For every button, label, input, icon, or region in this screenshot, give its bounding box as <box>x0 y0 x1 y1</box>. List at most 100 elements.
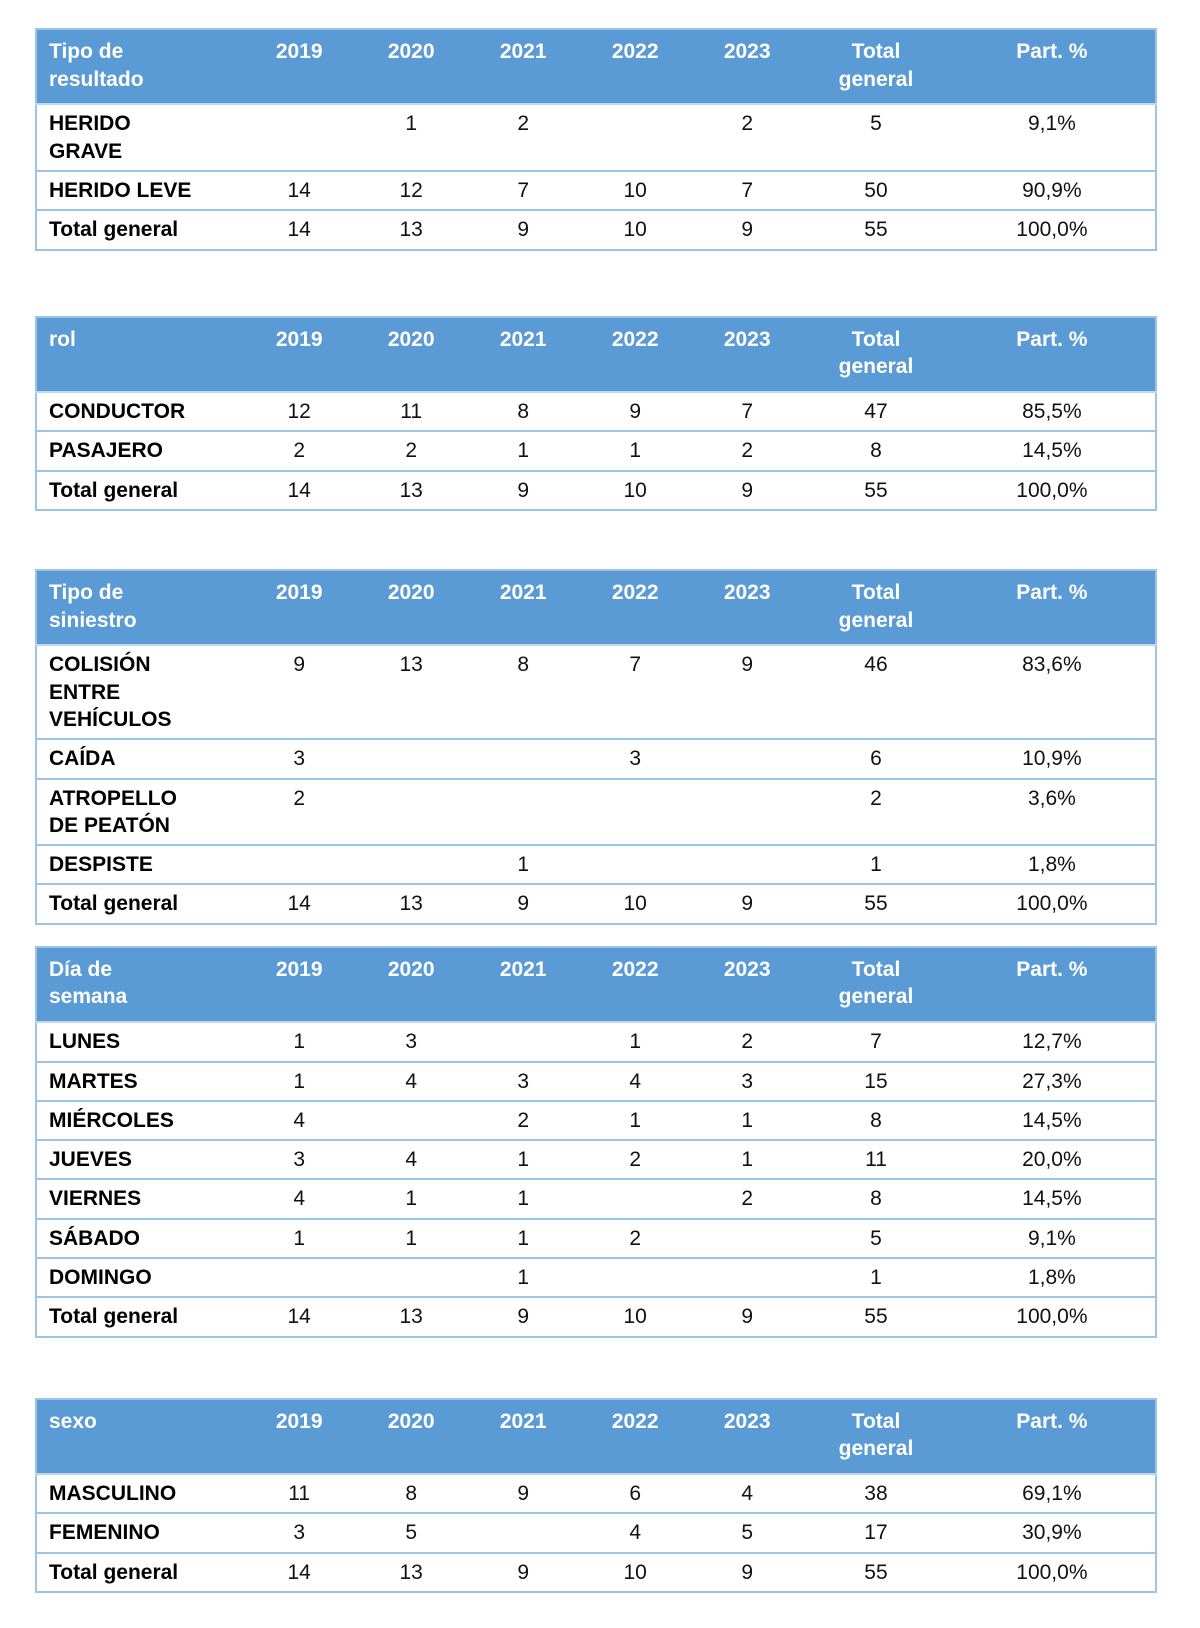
column-header: Part. % <box>948 1398 1156 1475</box>
value-cell: 9 <box>467 209 580 250</box>
value-cell: 1 <box>467 1217 580 1258</box>
column-header: 2023 <box>691 946 804 1023</box>
pivot-table-rol: rol 2019 2020 2021 2022 2023 Total general Part… <box>35 315 1157 511</box>
value-cell: 55 <box>803 209 949 250</box>
value-cell: 4 <box>243 1099 356 1141</box>
column-header: Part. % <box>948 29 1156 105</box>
row-label: CONDUCTOR <box>36 391 244 432</box>
percent-cell: 27,3% <box>948 1060 1156 1101</box>
table-title-header: Día de semana <box>36 946 244 1023</box>
table-row: CONDUCTOR 12 11 8 9 7 47 85,5% <box>36 391 1156 432</box>
row-label: DESPISTE <box>36 844 244 885</box>
percent-cell: 100,0% <box>948 1296 1156 1337</box>
value-cell: 8 <box>803 1099 949 1141</box>
value-cell: 1 <box>355 103 468 172</box>
column-header: 2022 <box>579 946 692 1023</box>
value-cell <box>691 1256 804 1298</box>
column-header: 2020 <box>355 569 468 646</box>
column-header: 2019 <box>243 316 356 393</box>
column-header: 2019 <box>243 1398 356 1475</box>
table-row: LUNES 1 3 1 2 7 12,7% <box>36 1021 1156 1062</box>
header-row: sexo 2019 2020 2021 2022 2023 Total general Par… <box>36 1398 1156 1475</box>
value-cell <box>355 777 468 846</box>
table-row: MIÉRCOLES 4 2 1 1 8 14,5% <box>36 1099 1156 1141</box>
document-page: Tipo de resultado 2019 2020 2021 2022 2023 Tot… <box>35 28 1157 1593</box>
total-row: Total general 14 13 9 10 9 55 100,0% <box>36 469 1156 510</box>
value-cell: 5 <box>803 1217 949 1258</box>
total-row: Total general 14 13 9 10 9 55 100,0% <box>36 209 1156 250</box>
column-header: Part. % <box>948 569 1156 646</box>
row-label: VIERNES <box>36 1178 244 1219</box>
column-header: 2023 <box>691 29 804 105</box>
value-cell <box>467 777 580 846</box>
table-row: MARTES 1 4 3 4 3 15 27,3% <box>36 1060 1156 1101</box>
value-cell: 10 <box>579 170 692 211</box>
value-cell: 1 <box>467 1256 580 1298</box>
value-cell: 1 <box>467 430 580 471</box>
table-row: COLISIÓN ENTRE VEHÍCULOS 9 13 8 7 9 46 83,6% <box>36 644 1156 740</box>
header-row: Tipo de siniestro 2019 2020 2021 2022 2023 Tot… <box>36 569 1156 646</box>
value-cell: 2 <box>579 1217 692 1258</box>
row-label: CAÍDA <box>36 738 244 779</box>
value-cell: 9 <box>467 1473 580 1514</box>
value-cell <box>243 1256 356 1298</box>
percent-cell: 100,0% <box>948 209 1156 250</box>
value-cell: 9 <box>467 1296 580 1337</box>
column-header: 2019 <box>243 569 356 646</box>
value-cell: 13 <box>355 883 468 924</box>
row-label: Total general <box>36 469 244 510</box>
row-label: HERIDO LEVE <box>36 170 244 211</box>
value-cell: 4 <box>579 1060 692 1101</box>
percent-cell: 14,5% <box>948 430 1156 471</box>
table-row: HERIDO LEVE 14 12 7 10 7 50 90,9% <box>36 170 1156 211</box>
header-row: Tipo de resultado 2019 2020 2021 2022 2023 Tot… <box>36 29 1156 105</box>
percent-cell: 3,6% <box>948 777 1156 846</box>
row-label: FEMENINO <box>36 1512 244 1553</box>
value-cell <box>691 1217 804 1258</box>
column-header: Total general <box>803 569 949 646</box>
value-cell: 9 <box>691 209 804 250</box>
value-cell: 9 <box>467 469 580 510</box>
value-cell: 2 <box>579 1139 692 1180</box>
pivot-table-tipo-de-siniestro: Tipo de siniestro 2019 2020 2021 2022 2023 Tot… <box>35 568 1157 925</box>
column-header: Part. % <box>948 946 1156 1023</box>
percent-cell: 90,9% <box>948 170 1156 211</box>
value-cell: 17 <box>803 1512 949 1553</box>
value-cell <box>691 738 804 779</box>
value-cell: 9 <box>691 644 804 740</box>
value-cell: 1 <box>355 1217 468 1258</box>
value-cell: 3 <box>243 1139 356 1180</box>
value-cell <box>579 844 692 885</box>
table-title-header: sexo <box>36 1398 244 1475</box>
value-cell: 55 <box>803 1551 949 1592</box>
percent-cell: 100,0% <box>948 469 1156 510</box>
value-cell: 10 <box>579 1551 692 1592</box>
value-cell: 3 <box>355 1021 468 1062</box>
table-row: JUEVES 3 4 1 2 1 11 20,0% <box>36 1139 1156 1180</box>
value-cell: 1 <box>803 844 949 885</box>
row-label: HERIDO GRAVE <box>36 103 244 172</box>
value-cell: 3 <box>243 738 356 779</box>
table-row: SÁBADO 1 1 1 2 5 9,1% <box>36 1217 1156 1258</box>
value-cell: 4 <box>355 1060 468 1101</box>
pivot-table-dia-de-semana: Día de semana 2019 2020 2021 2022 2023 Total g… <box>35 945 1157 1338</box>
value-cell <box>579 1256 692 1298</box>
value-cell <box>579 777 692 846</box>
value-cell: 1 <box>691 1139 804 1180</box>
column-header: 2021 <box>467 1398 580 1475</box>
table-row: DOMINGO 1 1 1,8% <box>36 1256 1156 1298</box>
value-cell: 9 <box>691 1296 804 1337</box>
value-cell: 4 <box>355 1139 468 1180</box>
value-cell: 5 <box>803 103 949 172</box>
value-cell: 4 <box>579 1512 692 1553</box>
percent-cell: 85,5% <box>948 391 1156 432</box>
value-cell: 1 <box>467 844 580 885</box>
value-cell: 1 <box>467 1178 580 1219</box>
value-cell <box>355 738 468 779</box>
value-cell: 9 <box>691 1551 804 1592</box>
value-cell: 13 <box>355 209 468 250</box>
value-cell: 8 <box>355 1473 468 1514</box>
value-cell <box>467 738 580 779</box>
value-cell: 1 <box>579 430 692 471</box>
value-cell: 14 <box>243 170 356 211</box>
